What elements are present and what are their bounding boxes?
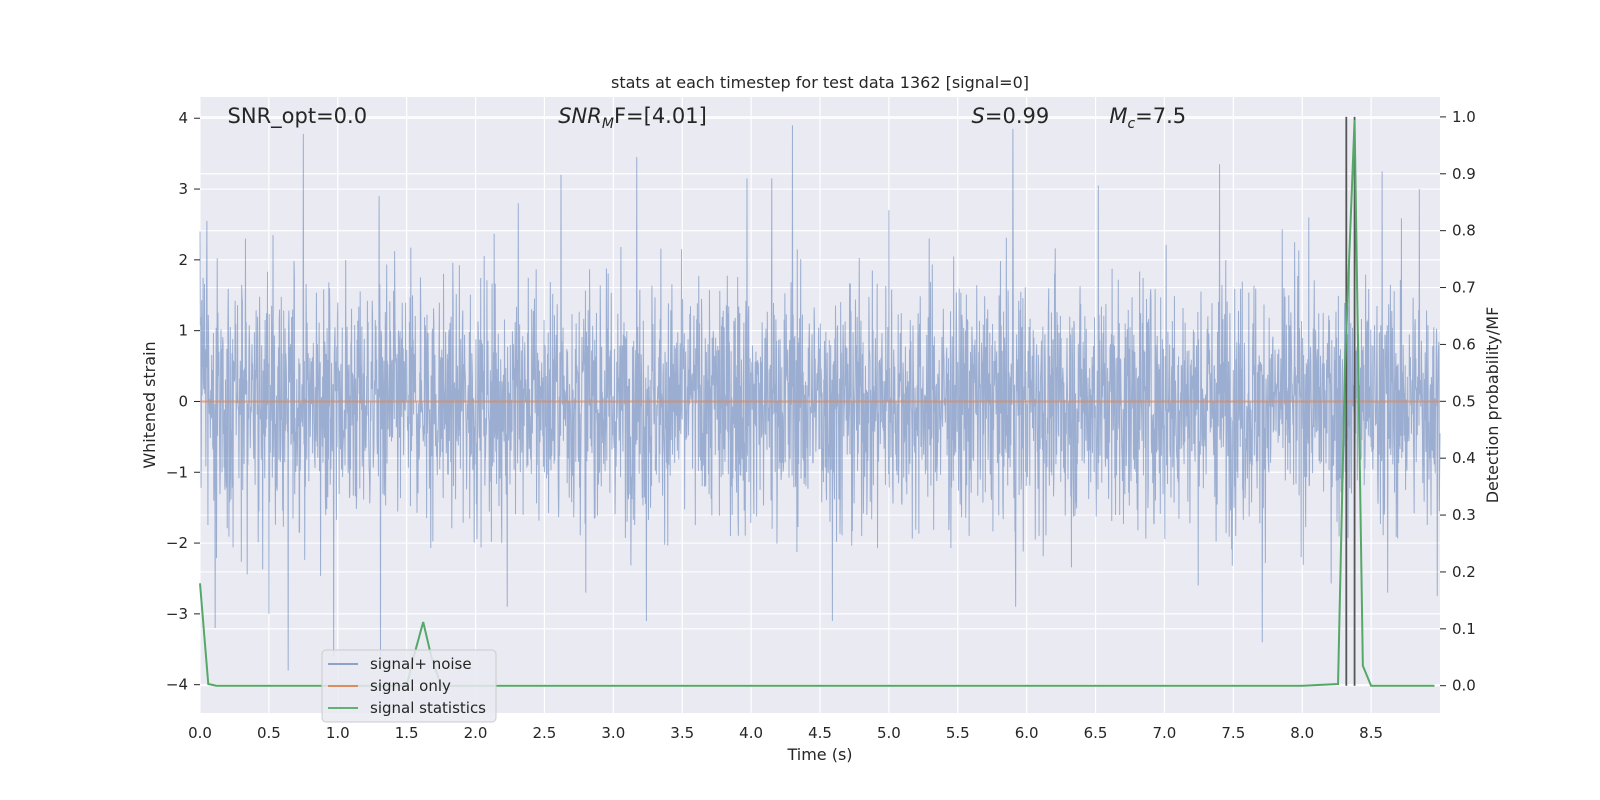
legend-label: signal statistics [370,699,486,717]
y-right-tick-label: 0.7 [1452,279,1476,297]
y-right-tick-label: 0.5 [1452,392,1476,410]
legend-label: signal only [370,677,451,695]
annotation-base: M [1109,104,1127,128]
x-tick-label: 5.5 [946,724,970,742]
y-right-tick-label: 0.2 [1452,563,1476,581]
x-tick-label: 3.0 [601,724,625,742]
annotation-sub: c [1127,116,1135,132]
annotation-base: S [972,104,985,128]
y-right-axis-label: Detection probability/MF [1483,307,1502,504]
x-axis-label: Time (s) [786,745,852,764]
x-tick-label: 7.0 [1153,724,1177,742]
annotation: SNR_opt=0.0 [228,104,368,129]
x-tick-label: 8.5 [1359,724,1383,742]
x-tick-label: 6.5 [1084,724,1108,742]
signal-noise-path [199,125,1441,671]
x-tick-label: 1.5 [395,724,419,742]
y-right-tick-label: 0.1 [1452,620,1476,638]
y-tick-label: 3 [178,180,188,198]
annotation-base: SNR [558,104,602,128]
annotation-rest: =0.99 [985,104,1049,128]
legend: signal+ noise signal only signal statistic… [321,649,497,723]
x-tick-label: 2.5 [533,724,557,742]
annotation: Mc=7.5 [1109,104,1186,132]
y-tick-label: −2 [166,534,188,552]
y-tick-label: 4 [178,109,188,127]
x-tick-label: 1.0 [326,724,350,742]
y-right-tick-label: 0.4 [1452,449,1476,467]
y-right-tick-label: 0.3 [1452,506,1476,524]
annotation-sub: M [602,116,614,132]
annotations: SNR_opt=0.0 SNRMF=[4.01] S=0.99 Mc=7.5 [228,104,1187,132]
x-tick-labels: 0.0 0.5 1.0 1.5 2.0 2.5 3.0 3.5 4.0 4.5 5.0 5.5 6.0 6… [188,724,1383,742]
y-axis-label: Whitened strain [140,341,159,468]
x-tick-label: 4.0 [739,724,763,742]
x-tick-label: 5.0 [877,724,901,742]
chart-title: stats at each timestep for test data 136… [611,73,1029,92]
signal-noise-series [199,125,1441,671]
x-tick-label: 0.5 [257,724,281,742]
y-right-tick-label: 0.0 [1452,677,1476,695]
y-tick-label: −3 [166,605,188,623]
x-tick-label: 7.5 [1221,724,1245,742]
y-tick-label: −1 [166,463,188,481]
x-tick-label: 3.5 [670,724,694,742]
signal-statistics-series [199,119,1435,687]
y-tick-labels: −4 −3 −2 −1 0 1 2 3 4 [166,109,200,694]
x-tick-label: 2.0 [464,724,488,742]
y-right-tick-label: 0.9 [1452,165,1476,183]
x-tick-label: 4.5 [808,724,832,742]
legend-label: signal+ noise [370,655,472,673]
y-right-tick-labels: 0.0 0.1 0.2 0.3 0.4 0.5 0.6 0.7 0.8 0.9 1.0 [1440,108,1476,695]
y-tick-label: −4 [166,676,188,694]
annotation: SNRMF=[4.01] [558,104,707,132]
annotation-base: SNR_opt=0.0 [228,104,368,129]
legend-box [321,649,497,723]
y-right-tick-label: 0.8 [1452,222,1476,240]
y-tick-label: 1 [178,322,188,340]
annotation-rest: =7.5 [1135,104,1186,128]
annotation: S=0.99 [972,104,1050,128]
annotation-rest: F=[4.01] [614,104,707,128]
x-tick-label: 8.0 [1290,724,1314,742]
y-tick-label: 0 [178,392,188,410]
x-tick-label: 6.0 [1015,724,1039,742]
y-right-tick-label: 1.0 [1452,108,1476,126]
y-tick-label: 2 [178,251,188,269]
vertical-markers [1345,116,1356,686]
x-tick-label: 0.0 [188,724,212,742]
y-right-tick-label: 0.6 [1452,335,1476,353]
